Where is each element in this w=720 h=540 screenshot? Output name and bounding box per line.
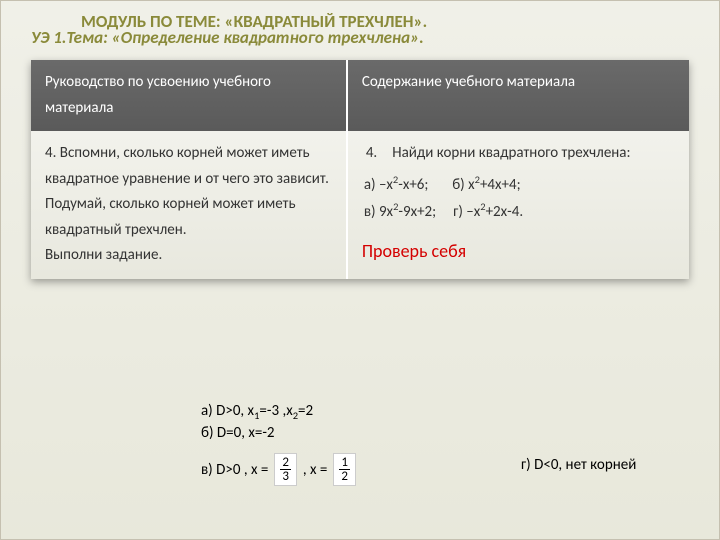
check-yourself-label: Проверь себя bbox=[362, 241, 675, 263]
answer-v: в) D>0 , х = 2 3 , х = 1 2 bbox=[201, 453, 359, 486]
expressions-row2: в) 9х2-9х+2; г) –х2+2х-4. bbox=[362, 198, 675, 226]
answer-a: а) D>0, х1=-3 ,х2=2 bbox=[201, 401, 359, 423]
main-table: Руководство по усвоению учебного материа… bbox=[31, 60, 689, 279]
answer-g: г) D<0, нет корней bbox=[521, 456, 636, 474]
fraction-2: 1 2 bbox=[333, 453, 356, 486]
column-header-guide: Руководство по усвоению учебного материа… bbox=[31, 60, 347, 131]
topic-subtitle: УЭ 1.Тема: «Определение квадратного трех… bbox=[31, 27, 689, 48]
answer-b: б) D=0, х=-2 bbox=[201, 423, 359, 443]
main-table-container: Руководство по усвоению учебного материа… bbox=[31, 60, 689, 279]
column-header-content: Содержание учебного материала bbox=[347, 60, 689, 131]
task-intro: 4. Найди корни квадратного трехчлена: bbox=[362, 141, 675, 167]
fraction-1: 2 3 bbox=[274, 453, 297, 486]
cell-left: 4. Вспомни, сколько корней может иметь к… bbox=[31, 131, 347, 279]
expressions-row1: а) –х2-х+6; б) х2+4х+4; bbox=[362, 171, 675, 199]
cell-right: 4. Найди корни квадратного трехчлена: а)… bbox=[347, 131, 689, 279]
answers-block: а) D>0, х1=-3 ,х2=2 б) D=0, х=-2 в) D>0 … bbox=[201, 401, 359, 486]
